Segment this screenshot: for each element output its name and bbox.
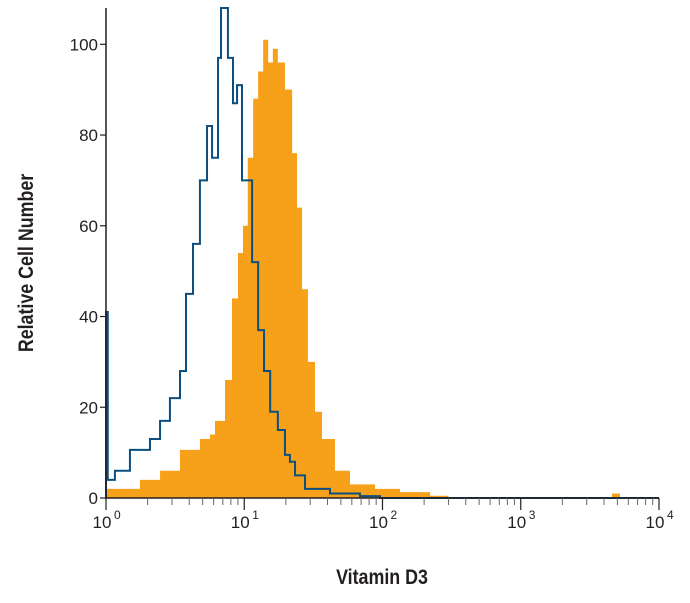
x-tick-exponent: 0 [114,508,121,522]
series-outline-histogram [105,7,659,499]
x-tick-exponent: 1 [252,508,259,522]
x-tick-exponent: 4 [667,508,674,522]
x-tick-label: 10 [507,513,526,532]
y-tick-label: 60 [79,217,98,236]
y-tick-label: 0 [89,489,98,508]
y-tick-label: 100 [70,35,98,54]
y-tick-label: 20 [79,398,98,417]
x-tick-label: 10 [93,513,112,532]
series-filled-histogram [106,39,659,499]
x-tick-exponent: 2 [391,508,398,522]
y-tick-label: 40 [79,308,98,327]
x-tick-label: 10 [231,513,250,532]
y-tick-label: 80 [79,126,98,145]
x-axis-label: Vitamin D3 [336,566,428,590]
plot-area [105,7,659,499]
y-axis-label: Relative Cell Number [15,173,39,352]
x-tick-exponent: 3 [529,508,536,522]
x-tick-label: 10 [646,513,665,532]
x-tick-label: 10 [369,513,388,532]
